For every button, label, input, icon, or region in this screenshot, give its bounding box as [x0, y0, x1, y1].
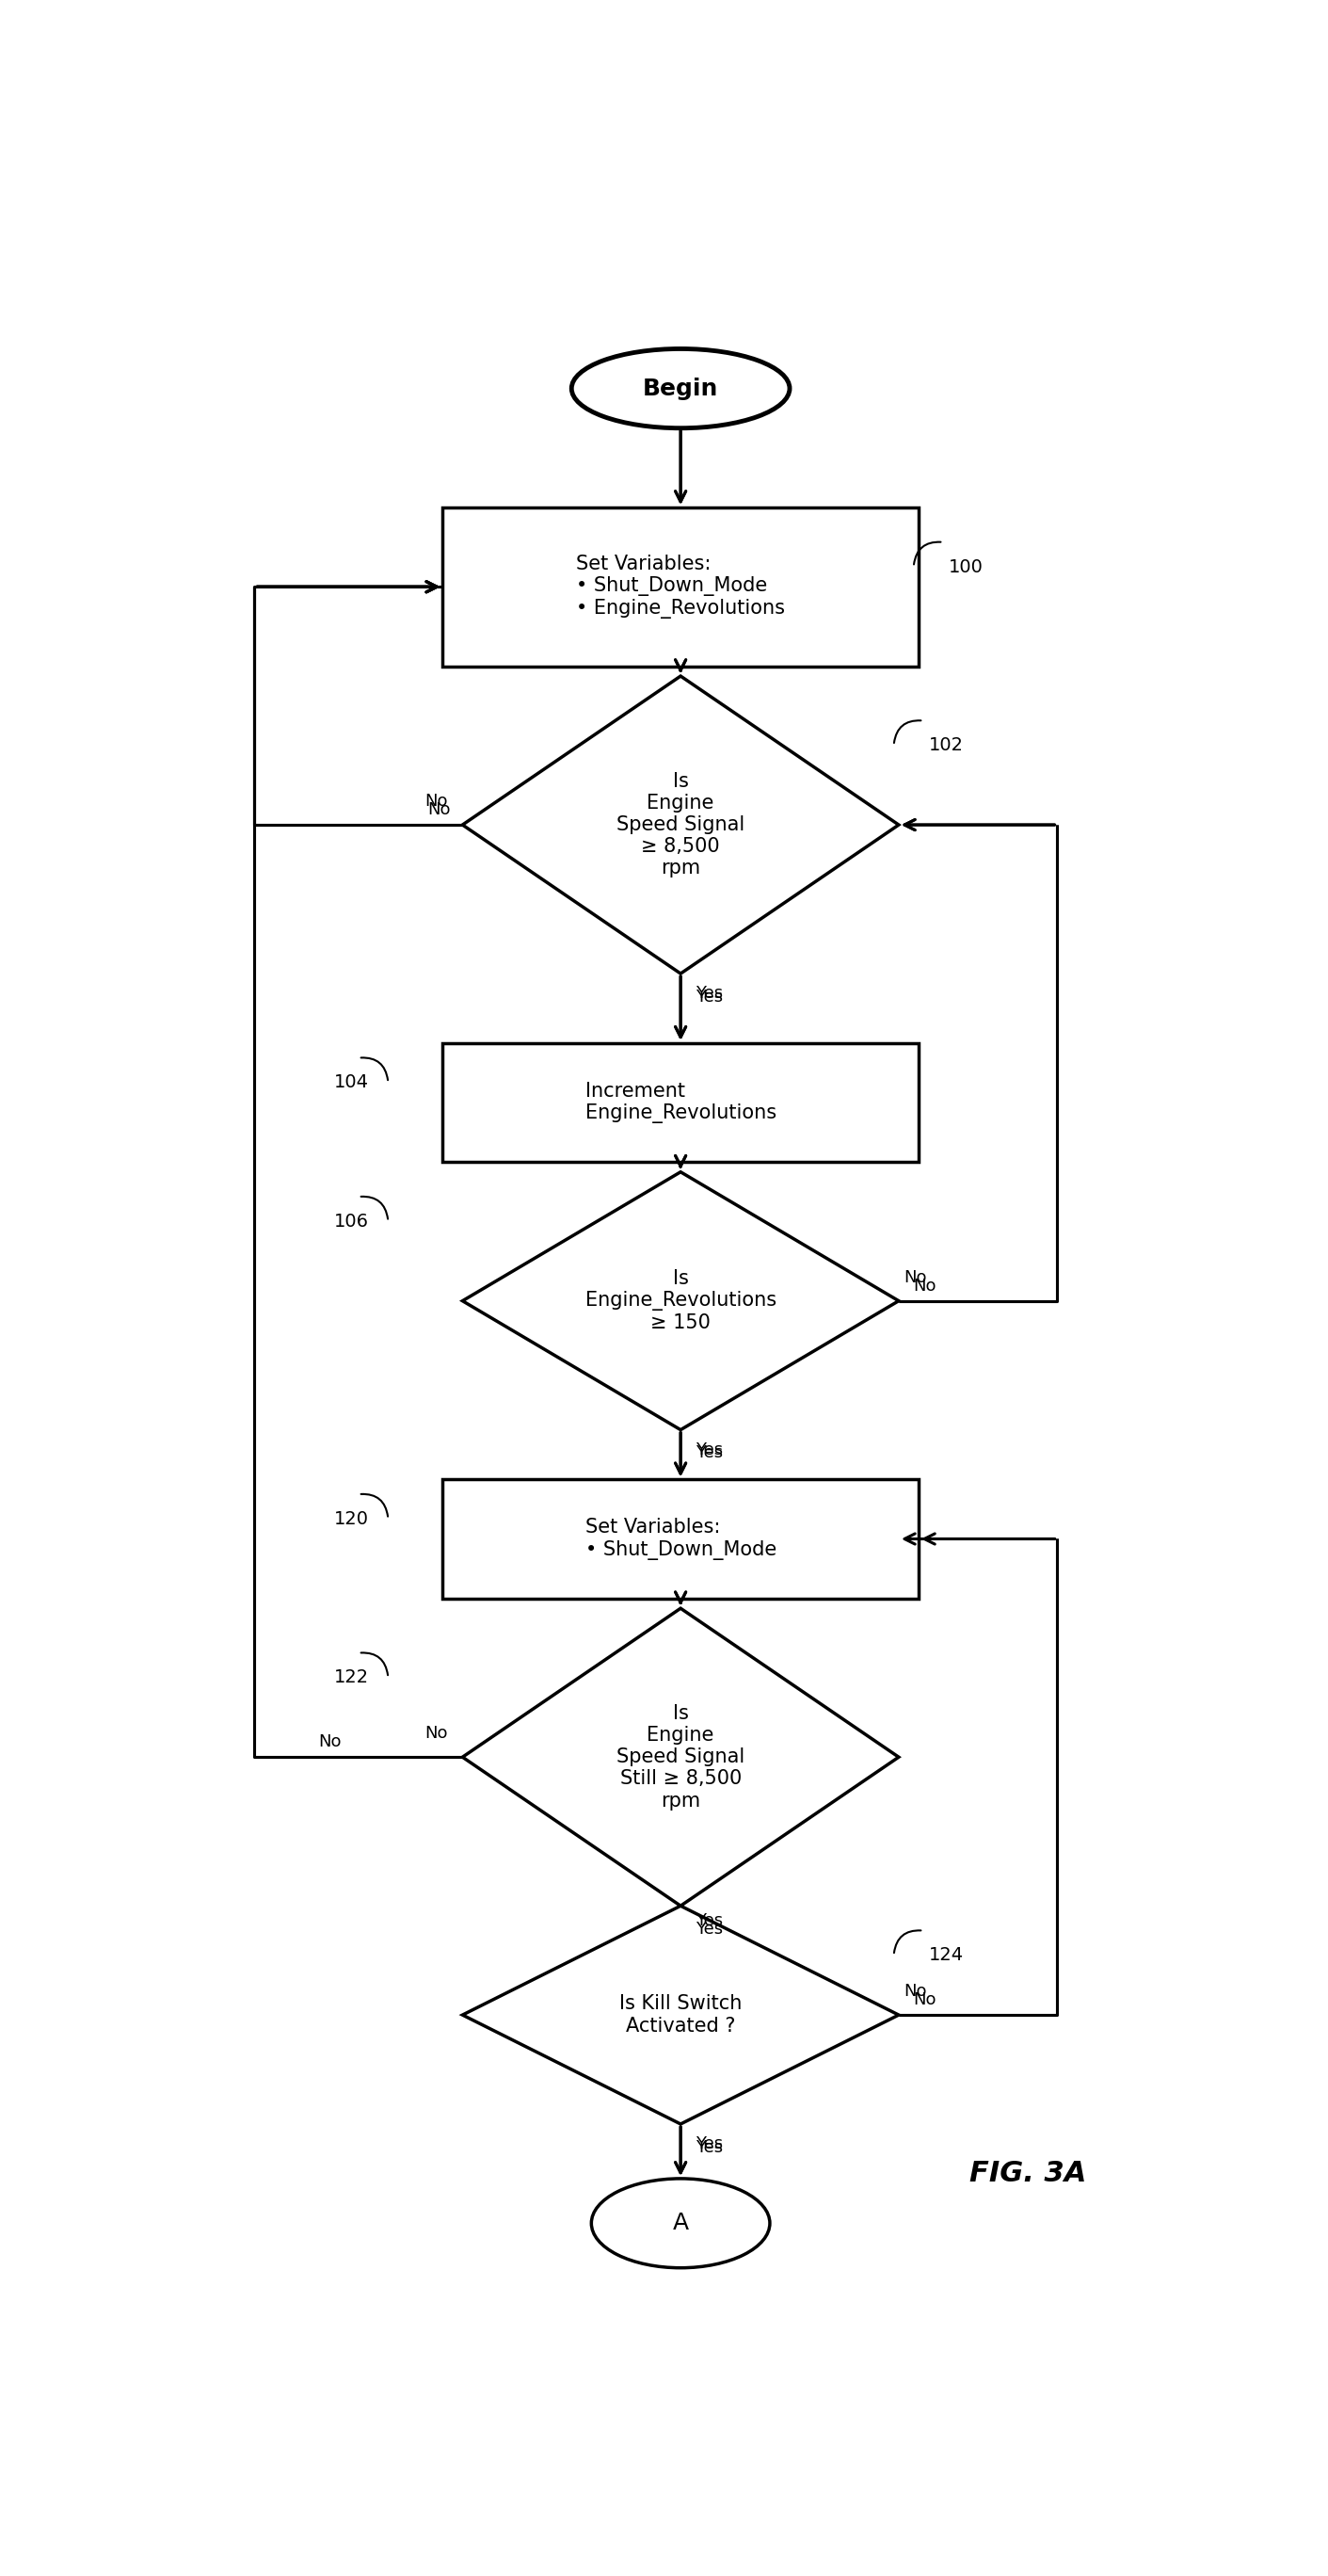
- Text: No: No: [914, 1991, 936, 2009]
- Text: Set Variables:
• Shut_Down_Mode: Set Variables: • Shut_Down_Mode: [584, 1517, 777, 1558]
- Text: Yes: Yes: [696, 2138, 722, 2156]
- Text: 104: 104: [333, 1074, 368, 1092]
- Text: No: No: [425, 1726, 448, 1741]
- Text: Is
Engine
Speed Signal
≥ 8,500
rpm: Is Engine Speed Signal ≥ 8,500 rpm: [616, 773, 745, 878]
- Ellipse shape: [591, 2179, 770, 2267]
- Text: No: No: [319, 1734, 341, 1752]
- Ellipse shape: [571, 348, 790, 428]
- Text: 120: 120: [333, 1510, 368, 1528]
- Text: Is Kill Switch
Activated ?: Is Kill Switch Activated ?: [619, 1994, 742, 2035]
- Bar: [442, 1479, 919, 1597]
- Text: 100: 100: [948, 559, 983, 577]
- Text: No: No: [903, 1984, 927, 1999]
- Text: Yes: Yes: [696, 1445, 722, 1461]
- Text: Yes: Yes: [696, 1440, 722, 1458]
- Text: Yes: Yes: [696, 2136, 722, 2154]
- Text: Increment
Engine_Revolutions: Increment Engine_Revolutions: [586, 1082, 776, 1123]
- Text: Yes: Yes: [696, 1922, 722, 1937]
- Text: Yes: Yes: [696, 989, 722, 1005]
- Text: 124: 124: [928, 1947, 963, 1965]
- Text: A: A: [672, 2213, 689, 2233]
- Text: No: No: [425, 793, 448, 809]
- Text: No: No: [428, 801, 450, 819]
- Polygon shape: [462, 1172, 899, 1430]
- Text: No: No: [903, 1270, 927, 1285]
- Text: Is
Engine_Revolutions
≥ 150: Is Engine_Revolutions ≥ 150: [586, 1270, 776, 1332]
- Text: Yes: Yes: [696, 1911, 722, 1929]
- Text: Is
Engine
Speed Signal
Still ≥ 8,500
rpm: Is Engine Speed Signal Still ≥ 8,500 rpm: [616, 1703, 745, 1811]
- Bar: [442, 1043, 919, 1162]
- Text: 106: 106: [333, 1213, 368, 1231]
- Text: 102: 102: [928, 737, 963, 755]
- Text: 122: 122: [333, 1669, 369, 1687]
- Text: No: No: [914, 1278, 936, 1296]
- Polygon shape: [462, 675, 899, 974]
- Polygon shape: [462, 1906, 899, 2125]
- Polygon shape: [462, 1607, 899, 1906]
- Bar: [442, 507, 919, 667]
- Text: Set Variables:
• Shut_Down_Mode
• Engine_Revolutions: Set Variables: • Shut_Down_Mode • Engine…: [576, 554, 785, 618]
- Text: Begin: Begin: [643, 376, 718, 399]
- Text: FIG. 3A: FIG. 3A: [969, 2161, 1086, 2187]
- Text: Yes: Yes: [696, 984, 722, 1002]
